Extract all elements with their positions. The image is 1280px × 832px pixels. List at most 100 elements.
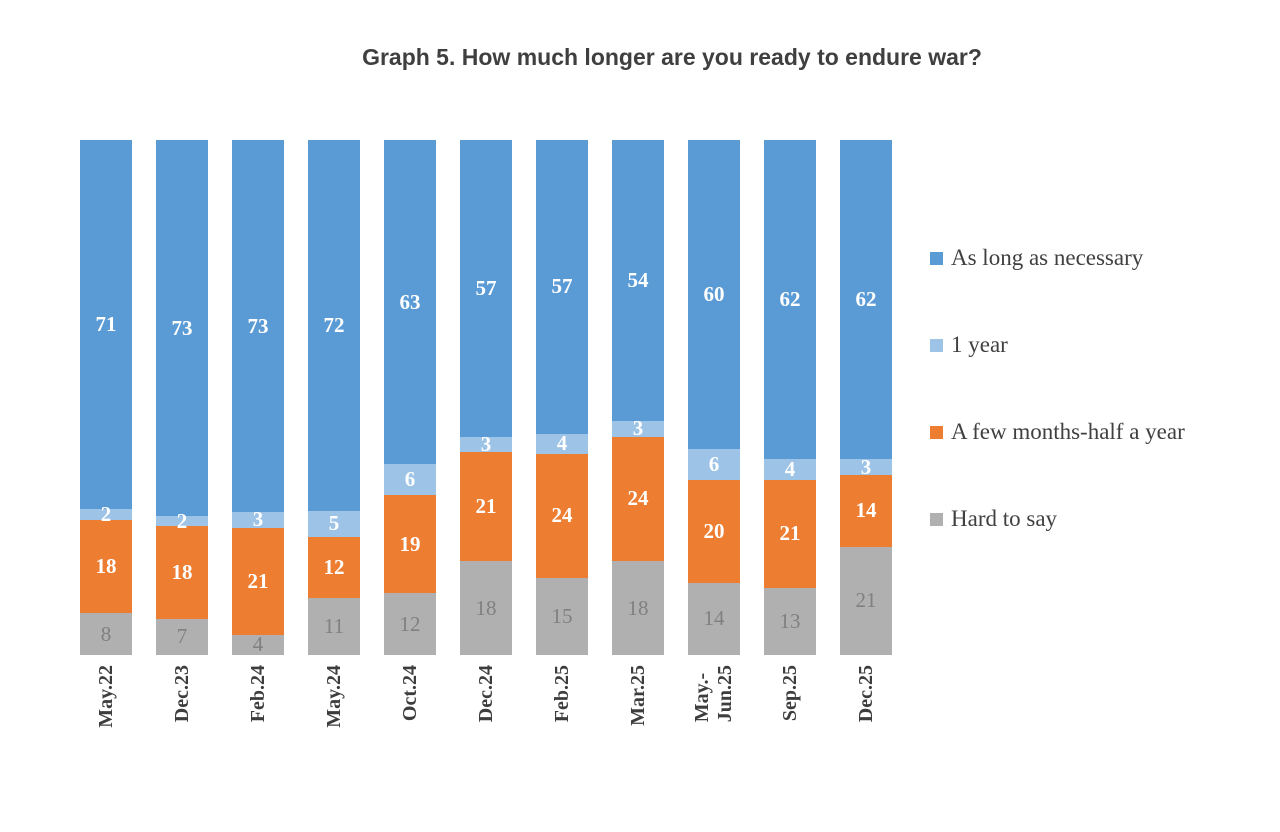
segment-a-few-months-half-a-year: 18 [156,526,208,619]
legend-item-1-year: 1 year [930,330,1230,417]
segment-1-year: 4 [536,433,588,455]
bar-column-8: 18 24 3 54 Mar.25 [612,140,664,790]
segment-value-label: 20 [703,518,725,543]
segment-value-label: 3 [252,507,264,532]
segment-value-label: 15 [551,603,573,628]
x-axis-label-text: Oct.24 [398,665,421,722]
segment-value-label: 12 [323,554,345,579]
chart-title: Graph 5. How much longer are you ready t… [362,44,982,70]
segment-value-label: 21 [247,568,269,593]
segment-value-label: 73 [171,315,193,340]
segment-as-long-as-necessary: 72 [308,140,360,511]
segment-value-label: 2 [176,508,188,533]
bar-column-10: 13 21 4 62 Sep.25 [764,140,816,790]
segment-value-label: 3 [632,416,644,441]
legend-item-a-few-months-half-a-year: A few months-half a year [930,417,1230,504]
x-axis-label-text: Sep.25 [778,665,801,722]
segment-as-long-as-necessary: 60 [688,140,740,450]
segment-hard-to-say: 12 [384,593,436,655]
x-axis-label: Mar.25 [612,655,664,785]
segment-value-label: 18 [627,595,649,620]
legend-label: As long as necessary [951,245,1144,270]
segment-1-year: 3 [232,507,284,532]
x-axis-label-text: May.- Jun.25 [691,665,736,723]
stacked-bar: 4 21 3 73 [232,140,284,655]
segment-value-label: 57 [475,275,497,300]
segment-as-long-as-necessary: 57 [460,140,512,437]
x-axis-label-text: May.24 [322,665,345,728]
stacked-bar: 7 18 2 73 [156,140,208,655]
stacked-bar: 18 24 3 54 [612,140,664,655]
x-axis-label: Dec.23 [156,655,208,785]
segment-value-label: 60 [703,282,725,307]
x-axis-label-text: Feb.25 [550,665,573,723]
x-axis-label: Sep.25 [764,655,816,785]
segment-as-long-as-necessary: 71 [80,140,132,510]
segment-as-long-as-necessary: 54 [612,140,664,421]
x-axis-label: Feb.25 [536,655,588,785]
segment-hard-to-say: 4 [232,634,284,655]
segment-value-label: 19 [399,531,421,556]
segment-a-few-months-half-a-year: 20 [688,479,740,583]
segment-value-label: 7 [176,624,188,649]
segment-a-few-months-half-a-year: 21 [764,479,816,589]
segment-hard-to-say: 11 [308,598,360,655]
bar-column-4: 11 12 5 72 May.24 [308,140,360,790]
segment-value-label: 72 [323,312,345,337]
segment-a-few-months-half-a-year: 24 [612,436,664,562]
x-axis-label: Dec.24 [460,655,512,785]
legend-item-hard-to-say: Hard to say [930,504,1230,591]
bar-column-11: 21 14 3 62 Dec.25 [840,140,892,790]
segment-value-label: 73 [247,313,269,338]
segment-1-year: 4 [764,459,816,480]
segment-hard-to-say: 13 [764,588,816,655]
segment-value-label: 14 [703,606,725,631]
segment-value-label: 21 [779,521,801,546]
segment-hard-to-say: 18 [612,561,664,655]
segment-a-few-months-half-a-year: 24 [536,454,588,578]
segment-value-label: 3 [480,431,492,456]
x-axis-label: May.24 [308,655,360,785]
segment-a-few-months-half-a-year: 21 [232,527,284,635]
legend-color-swatch [930,513,943,526]
segment-value-label: 11 [323,614,345,639]
segment-1-year: 3 [612,416,664,441]
stacked-bar: 11 12 5 72 [308,140,360,655]
segment-1-year: 2 [80,504,132,525]
x-axis-label: Dec.25 [840,655,892,785]
segment-value-label: 63 [399,289,421,314]
legend-color-swatch [930,339,943,352]
segment-1-year: 6 [384,464,436,496]
legend-label: Hard to say [951,506,1058,531]
segment-value-label: 3 [860,454,872,479]
segment-1-year: 2 [156,510,208,531]
segment-1-year: 3 [840,456,892,477]
segment-value-label: 21 [475,494,497,519]
segment-as-long-as-necessary: 63 [384,140,436,465]
segment-1-year: 3 [460,431,512,456]
segment-1-year: 5 [308,510,360,537]
segment-value-label: 24 [627,486,649,511]
legend-label: 1 year [951,332,1008,357]
stacked-bar: 8 18 2 71 [80,140,132,655]
bar-column-3: 4 21 3 73 Feb.24 [232,140,284,790]
segment-value-label: 71 [95,312,117,337]
segment-value-label: 2 [100,502,112,527]
stacked-bar: 18 21 3 57 [460,140,512,655]
segment-as-long-as-necessary: 62 [764,140,816,460]
legend-item-as-long-as-necessary: As long as necessary [930,243,1230,330]
x-axis-label: Oct.24 [384,655,436,785]
segment-value-label: 62 [855,287,877,312]
segment-hard-to-say: 18 [460,561,512,655]
segment-value-label: 4 [784,457,796,482]
x-axis-label-text: Feb.24 [246,665,269,723]
segment-hard-to-say: 8 [80,613,132,655]
legend-color-swatch [930,426,943,439]
segment-value-label: 54 [627,267,649,292]
stacked-bar: 21 14 3 62 [840,140,892,655]
segment-value-label: 13 [779,609,801,634]
stacked-bar: 12 19 6 63 [384,140,436,655]
segment-as-long-as-necessary: 62 [840,140,892,460]
x-axis-label-text: Dec.23 [170,665,193,723]
bar-column-6: 18 21 3 57 Dec.24 [460,140,512,790]
